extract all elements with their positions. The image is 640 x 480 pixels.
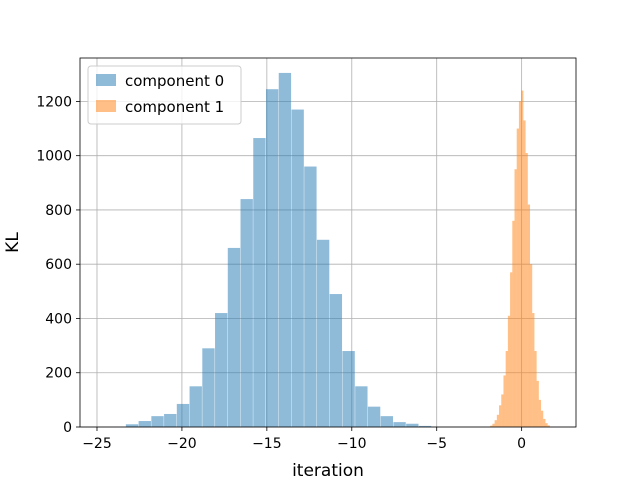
- histogram-bar: [125, 424, 139, 427]
- histogram-bar: [512, 220, 515, 427]
- histogram-bar: [521, 90, 524, 427]
- histogram-bar: [490, 425, 493, 427]
- histogram-bars: [125, 72, 550, 428]
- histogram-bar: [316, 239, 330, 427]
- histogram-bar: [151, 416, 164, 427]
- histogram-bar: [516, 128, 519, 427]
- plot-frame: [79, 57, 577, 428]
- y-tick-label: 800: [45, 203, 72, 219]
- histogram-bar: [393, 422, 406, 427]
- x-tick-label: −10: [337, 436, 367, 452]
- histogram-bar: [503, 375, 506, 427]
- histogram-bar: [227, 247, 241, 427]
- histogram-bar: [176, 403, 190, 427]
- histogram-bar: [492, 423, 495, 427]
- histogram-bar: [501, 394, 504, 427]
- legend-swatch-component-1: [96, 100, 116, 112]
- histogram-bar: [329, 294, 343, 427]
- histogram-bar: [215, 313, 228, 427]
- histogram-bar: [138, 421, 151, 427]
- histogram-bar: [507, 315, 511, 427]
- series-1-bars: [490, 90, 550, 427]
- histogram-bar: [514, 169, 517, 427]
- legend-label-component-1: component 1: [125, 98, 224, 116]
- histogram-bar: [538, 399, 542, 427]
- histogram-bar: [534, 351, 537, 427]
- legend-swatch-component-0: [96, 74, 116, 86]
- histogram-bar: [164, 413, 177, 427]
- y-tick-label: 1000: [36, 149, 72, 165]
- histogram-bar: [342, 351, 355, 427]
- legend: component 0 component 1: [87, 65, 242, 125]
- y-tick-label: 1200: [36, 94, 72, 110]
- x-tick-label: −25: [82, 436, 112, 452]
- histogram-bar: [202, 348, 215, 427]
- x-axis-ticks: −25 −20 −15 −10 −5 0: [82, 427, 526, 452]
- histogram-bar: [518, 101, 522, 427]
- histogram-bar: [367, 406, 381, 427]
- histogram-bar: [278, 72, 292, 427]
- legend-box: [87, 65, 242, 125]
- histogram-bar: [547, 425, 550, 427]
- histogram-bar: [380, 416, 394, 427]
- y-tick-label: 0: [63, 420, 72, 436]
- x-tick-label: 0: [517, 436, 526, 452]
- histogram-bar: [304, 166, 317, 427]
- y-axis-ticks: 0 200 400 600 800 1000 1200: [36, 94, 80, 436]
- series-0-bars: [125, 72, 432, 428]
- histogram-bar: [266, 89, 279, 427]
- histogram-bar: [543, 418, 546, 427]
- histogram-bar: [527, 204, 531, 427]
- histogram-bar: [545, 423, 548, 427]
- histogram-bar: [253, 138, 266, 427]
- histogram-bar: [523, 120, 526, 427]
- histogram-bar: [355, 386, 368, 427]
- histogram-bar: [541, 410, 544, 427]
- y-axis-label: KL: [3, 232, 23, 253]
- histogram-bar: [532, 313, 535, 427]
- histogram-bar: [529, 264, 533, 427]
- histogram-bar: [496, 414, 500, 427]
- x-tick-label: −20: [167, 436, 197, 452]
- x-tick-label: −15: [252, 436, 282, 452]
- histogram-bar: [418, 425, 432, 427]
- legend-label-component-0: component 0: [125, 72, 224, 90]
- histogram-bar: [494, 420, 497, 427]
- x-tick-label: −5: [426, 436, 447, 452]
- histogram-bar: [499, 405, 502, 427]
- histogram-bar: [240, 199, 253, 427]
- y-tick-label: 400: [45, 311, 72, 327]
- y-tick-label: 600: [45, 257, 72, 273]
- histogram-bar: [406, 423, 419, 427]
- histogram-bar: [510, 272, 513, 427]
- histogram-bar: [505, 351, 508, 427]
- x-axis-label: iteration: [292, 461, 364, 480]
- histogram-bar: [525, 152, 528, 427]
- y-tick-label: 200: [45, 366, 72, 382]
- histogram-bar: [291, 109, 304, 428]
- histogram-bar: [189, 386, 202, 427]
- histogram-bar: [536, 380, 539, 427]
